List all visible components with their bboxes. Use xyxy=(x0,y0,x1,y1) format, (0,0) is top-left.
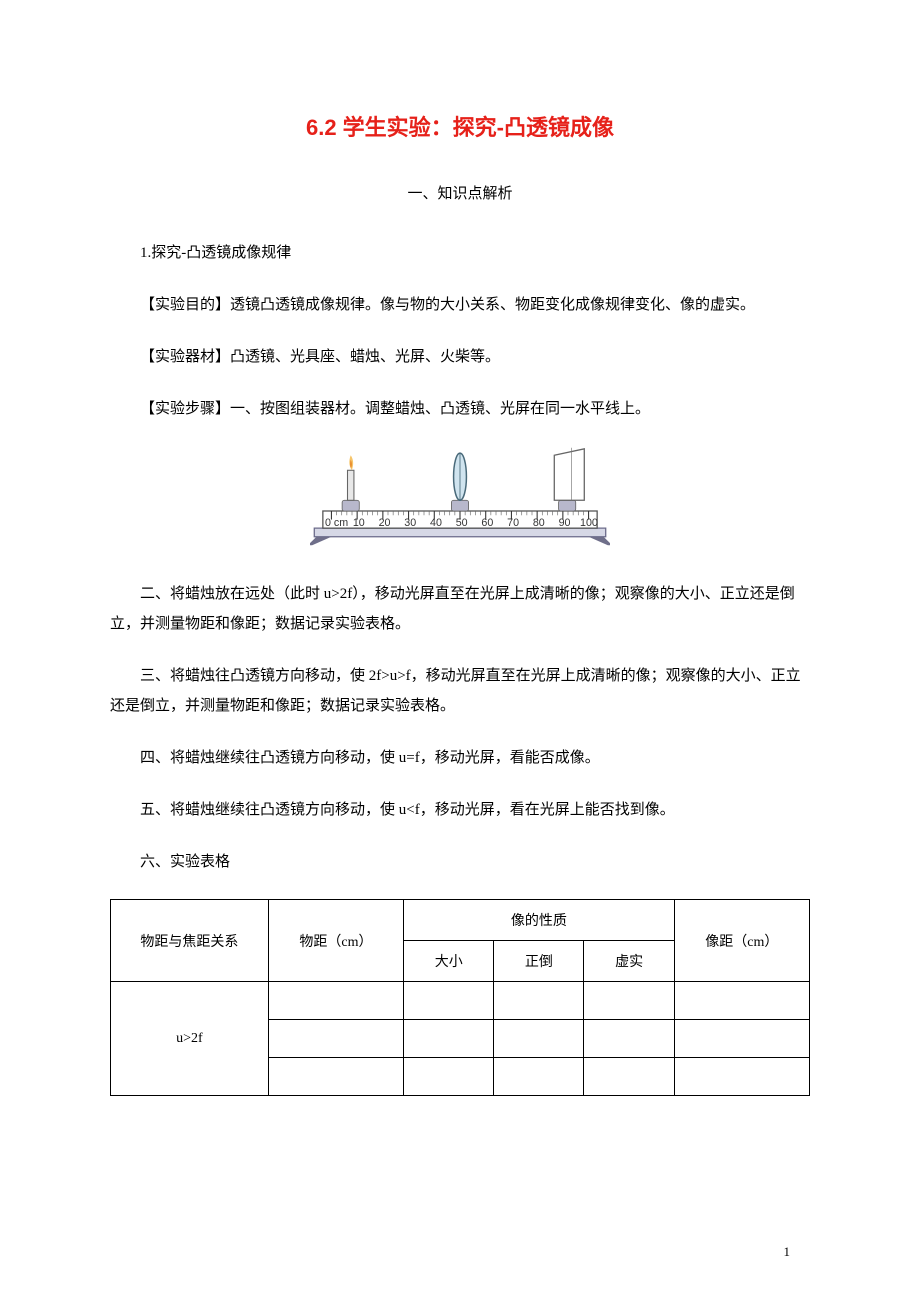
svg-text:0 cm: 0 cm xyxy=(325,517,348,529)
para-step6: 六、实验表格 xyxy=(110,847,810,877)
para-step4: 四、将蜡烛继续往凸透镜方向移动，使 u=f，移动光屏，看能否成像。 xyxy=(110,743,810,773)
doc-title: 6.2 学生实验：探究-凸透镜成像 xyxy=(110,110,810,142)
svg-text:50: 50 xyxy=(456,517,468,529)
col-props: 像的性质 xyxy=(404,900,675,941)
col-real: 虚实 xyxy=(584,941,674,982)
svg-text:20: 20 xyxy=(379,517,391,529)
para-purpose: 【实验目的】透镜凸透镜成像规律。像与物的大小关系、物距变化成像规律变化、像的虚实… xyxy=(110,290,810,320)
svg-text:60: 60 xyxy=(481,517,493,529)
table-cell xyxy=(674,982,809,1020)
heading-1: 1.探究-凸透镜成像规律 xyxy=(110,238,810,268)
table-cell xyxy=(494,982,584,1020)
para-step1: 【实验步骤】一、按图组装器材。调整蜡烛、凸透镜、光屏在同一水平线上。 xyxy=(110,394,810,424)
col-imgdist: 像距（cm） xyxy=(674,900,809,982)
para-step5: 五、将蜡烛继续往凸透镜方向移动，使 u<f，移动光屏，看在光屏上能否找到像。 xyxy=(110,795,810,825)
para-step3: 三、将蜡烛往凸透镜方向移动，使 2f>u>f，移动光屏直至在光屏上成清晰的像；观… xyxy=(110,661,810,721)
table-cell xyxy=(494,1058,584,1096)
cell-relation-1: u>2f xyxy=(111,982,269,1096)
table-cell xyxy=(584,1020,674,1058)
table-cell xyxy=(584,982,674,1020)
table-cell xyxy=(494,1020,584,1058)
table-cell xyxy=(404,1058,494,1096)
table-cell xyxy=(268,1058,403,1096)
svg-text:10: 10 xyxy=(353,517,365,529)
experiment-table: 物距与焦距关系 物距（cm） 像的性质 像距（cm） 大小 正倒 虚实 u>2f xyxy=(110,899,810,1096)
table-cell xyxy=(584,1058,674,1096)
col-relation: 物距与焦距关系 xyxy=(111,900,269,982)
table-cell xyxy=(404,1020,494,1058)
col-objdist: 物距（cm） xyxy=(268,900,403,982)
svg-text:40: 40 xyxy=(430,517,442,529)
para-equipment: 【实验器材】凸透镜、光具座、蜡烛、光屏、火柴等。 xyxy=(110,342,810,372)
table-header-row1: 物距与焦距关系 物距（cm） 像的性质 像距（cm） xyxy=(111,900,810,941)
section-subtitle: 一、知识点解析 xyxy=(110,182,810,203)
page-number: 1 xyxy=(784,1244,791,1260)
table-row: u>2f xyxy=(111,982,810,1020)
svg-text:30: 30 xyxy=(404,517,416,529)
table-cell xyxy=(268,982,403,1020)
table-cell xyxy=(404,982,494,1020)
table-cell xyxy=(268,1020,403,1058)
para-step2: 二、将蜡烛放在远处（此时 u>2f），移动光屏直至在光屏上成清晰的像；观察像的大… xyxy=(110,579,810,639)
col-size: 大小 xyxy=(404,941,494,982)
table-cell xyxy=(674,1020,809,1058)
apparatus-diagram: 0 cm 10 20 30 40 50 60 70 80 90 100 xyxy=(110,446,810,551)
table-cell xyxy=(674,1058,809,1096)
svg-text:90: 90 xyxy=(559,517,571,529)
svg-text:70: 70 xyxy=(507,517,519,529)
svg-text:80: 80 xyxy=(533,517,545,529)
col-orient: 正倒 xyxy=(494,941,584,982)
svg-text:100: 100 xyxy=(580,517,598,529)
